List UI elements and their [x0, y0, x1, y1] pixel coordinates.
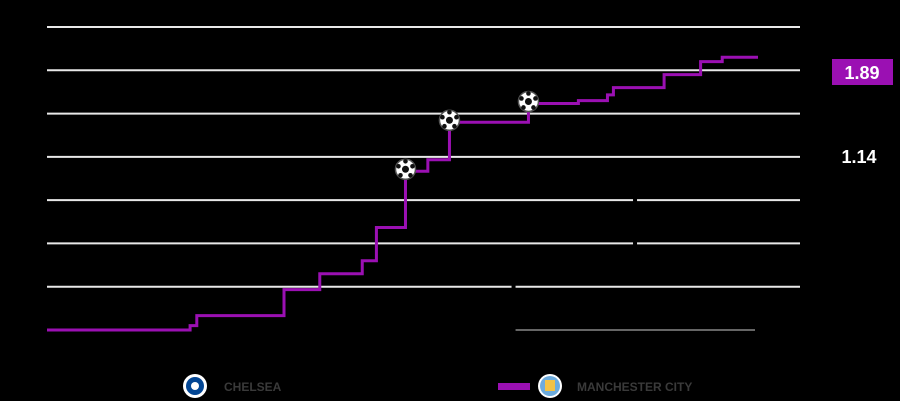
goal-ball-icon: [438, 109, 461, 131]
legend-swatch-city: [498, 383, 530, 390]
series-line-chelsea: [47, 163, 758, 332]
man-city-crest-icon: [538, 374, 562, 398]
legend-city: MANCHESTER CITY: [498, 374, 692, 398]
goal-ball-icon: [394, 158, 417, 181]
series-line-manchester-city: [47, 55, 758, 332]
chelsea-crest-icon: [183, 374, 207, 398]
chelsea-total-label: 1.14: [841, 147, 876, 167]
city-total-label: 1.89: [844, 63, 879, 83]
legend-label-city: MANCHESTER CITY: [577, 380, 692, 394]
city-total-badge: [832, 59, 893, 85]
legend-label-chelsea: CHELSEA: [224, 380, 282, 394]
legend-chelsea: CHELSEA: [183, 374, 282, 398]
goal-ball-icon: [517, 90, 540, 113]
gridlines: [47, 26, 800, 288]
